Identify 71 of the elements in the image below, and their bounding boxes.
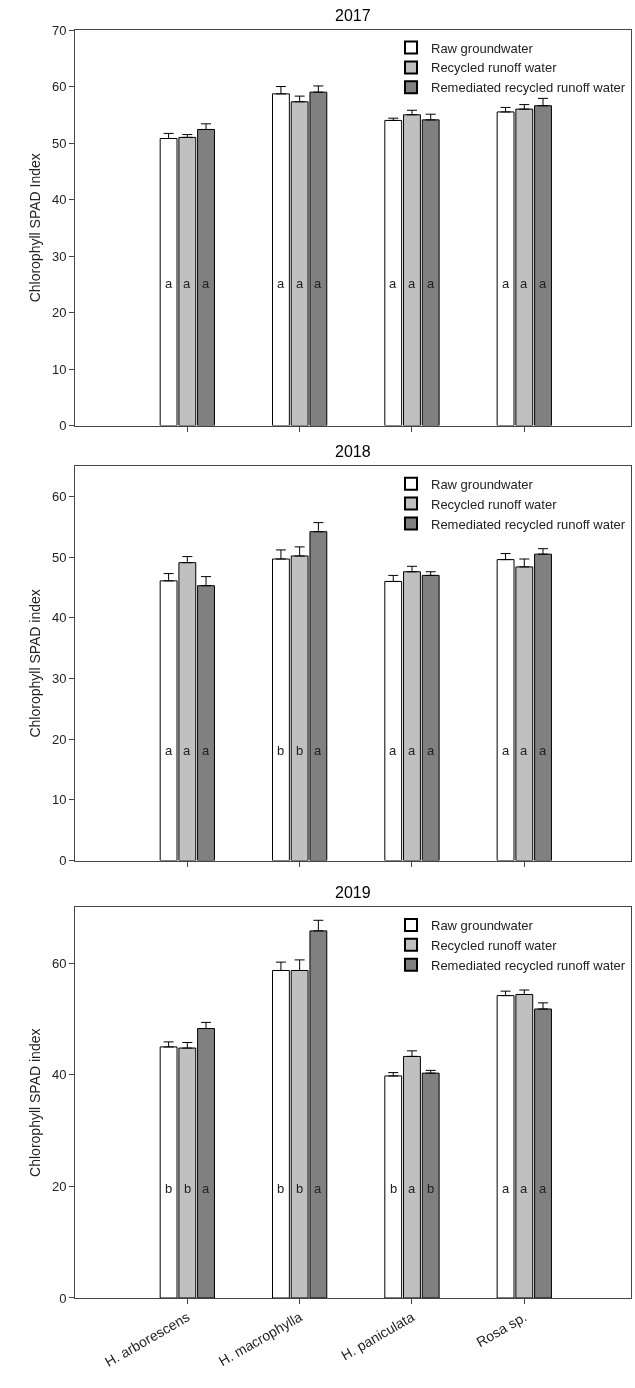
- annotation: a: [520, 276, 528, 291]
- y-axis-title: Chlorophyll SPAD index: [26, 1028, 43, 1177]
- y-tick-label: 70: [51, 22, 67, 38]
- annotation: b: [427, 1181, 435, 1196]
- y-tick-label: 0: [59, 853, 67, 869]
- y-tick-label: 20: [51, 305, 67, 321]
- x-tick-label: Rosa sp.: [473, 1308, 530, 1351]
- annotation: a: [408, 743, 416, 758]
- y-tick-label: 20: [51, 731, 67, 747]
- annotation: a: [202, 1181, 210, 1196]
- annotation: a: [314, 1181, 322, 1196]
- annotation: a: [539, 276, 547, 291]
- annotation: a: [427, 276, 435, 291]
- annotation: a: [296, 276, 304, 291]
- y-tick-label: 10: [51, 792, 67, 808]
- annotation: b: [296, 743, 304, 758]
- annotation: b: [184, 1181, 192, 1196]
- annotation: a: [314, 743, 322, 758]
- y-tick-label: 0: [59, 1290, 67, 1306]
- legend-label: Remediated recycled runoff water: [431, 80, 626, 96]
- annotation: a: [389, 276, 397, 291]
- legend-label: Recycled runoff water: [431, 496, 558, 512]
- y-tick-label: 40: [51, 192, 67, 208]
- annotation: a: [202, 276, 210, 291]
- y-tick-label: 40: [51, 1067, 67, 1083]
- y-tick-label: 50: [51, 549, 67, 565]
- annotation: a: [408, 1181, 416, 1196]
- y-tick-label: 30: [51, 248, 67, 264]
- y-tick-label: 60: [51, 489, 67, 505]
- chart-title: 2018: [335, 443, 371, 460]
- legend-label: Remediated recycled runoff water: [431, 516, 626, 532]
- y-tick-label: 0: [59, 418, 67, 434]
- annotation: a: [389, 743, 397, 758]
- annotation: a: [183, 276, 191, 291]
- annotation: a: [520, 743, 528, 758]
- y-tick-label: 60: [51, 955, 67, 971]
- annotation: a: [427, 743, 435, 758]
- annotation: b: [165, 1181, 173, 1196]
- chart-title: 2019: [335, 884, 371, 901]
- legend-label: Raw groundwater: [431, 40, 534, 56]
- legend-label: Raw groundwater: [431, 476, 534, 492]
- annotation: b: [390, 1181, 398, 1196]
- legend-label: Remediated recycled runoff water: [431, 957, 626, 973]
- y-tick-label: 60: [51, 79, 67, 95]
- y-tick-label: 30: [51, 671, 67, 687]
- annotation: a: [202, 743, 210, 758]
- annotation: a: [539, 1181, 547, 1196]
- y-axis-title: Chlorophyll SPAD Index: [26, 153, 43, 303]
- annotation: a: [277, 276, 285, 291]
- annotation: a: [314, 276, 322, 291]
- annotation: a: [502, 743, 510, 758]
- annotation: a: [502, 276, 510, 291]
- y-tick-label: 20: [51, 1178, 67, 1194]
- annotation: b: [277, 1181, 285, 1196]
- annotation: a: [183, 743, 191, 758]
- annotation: a: [408, 276, 416, 291]
- legend-label: Raw groundwater: [431, 918, 534, 934]
- y-tick-label: 50: [51, 135, 67, 151]
- annotation: a: [165, 743, 173, 758]
- annotation: a: [502, 1181, 510, 1196]
- legend-label: Recycled runoff water: [431, 60, 558, 76]
- annotation: b: [296, 1181, 304, 1196]
- annotation: a: [539, 743, 547, 758]
- annotation: b: [277, 743, 285, 758]
- y-tick-label: 10: [51, 361, 67, 377]
- y-axis-title: Chlorophyll SPAD index: [26, 589, 43, 738]
- y-tick-label: 40: [51, 610, 67, 626]
- annotation: a: [520, 1181, 528, 1196]
- legend-label: Recycled runoff water: [431, 937, 558, 953]
- chart-title: 2017: [335, 7, 371, 24]
- annotation: a: [165, 276, 173, 291]
